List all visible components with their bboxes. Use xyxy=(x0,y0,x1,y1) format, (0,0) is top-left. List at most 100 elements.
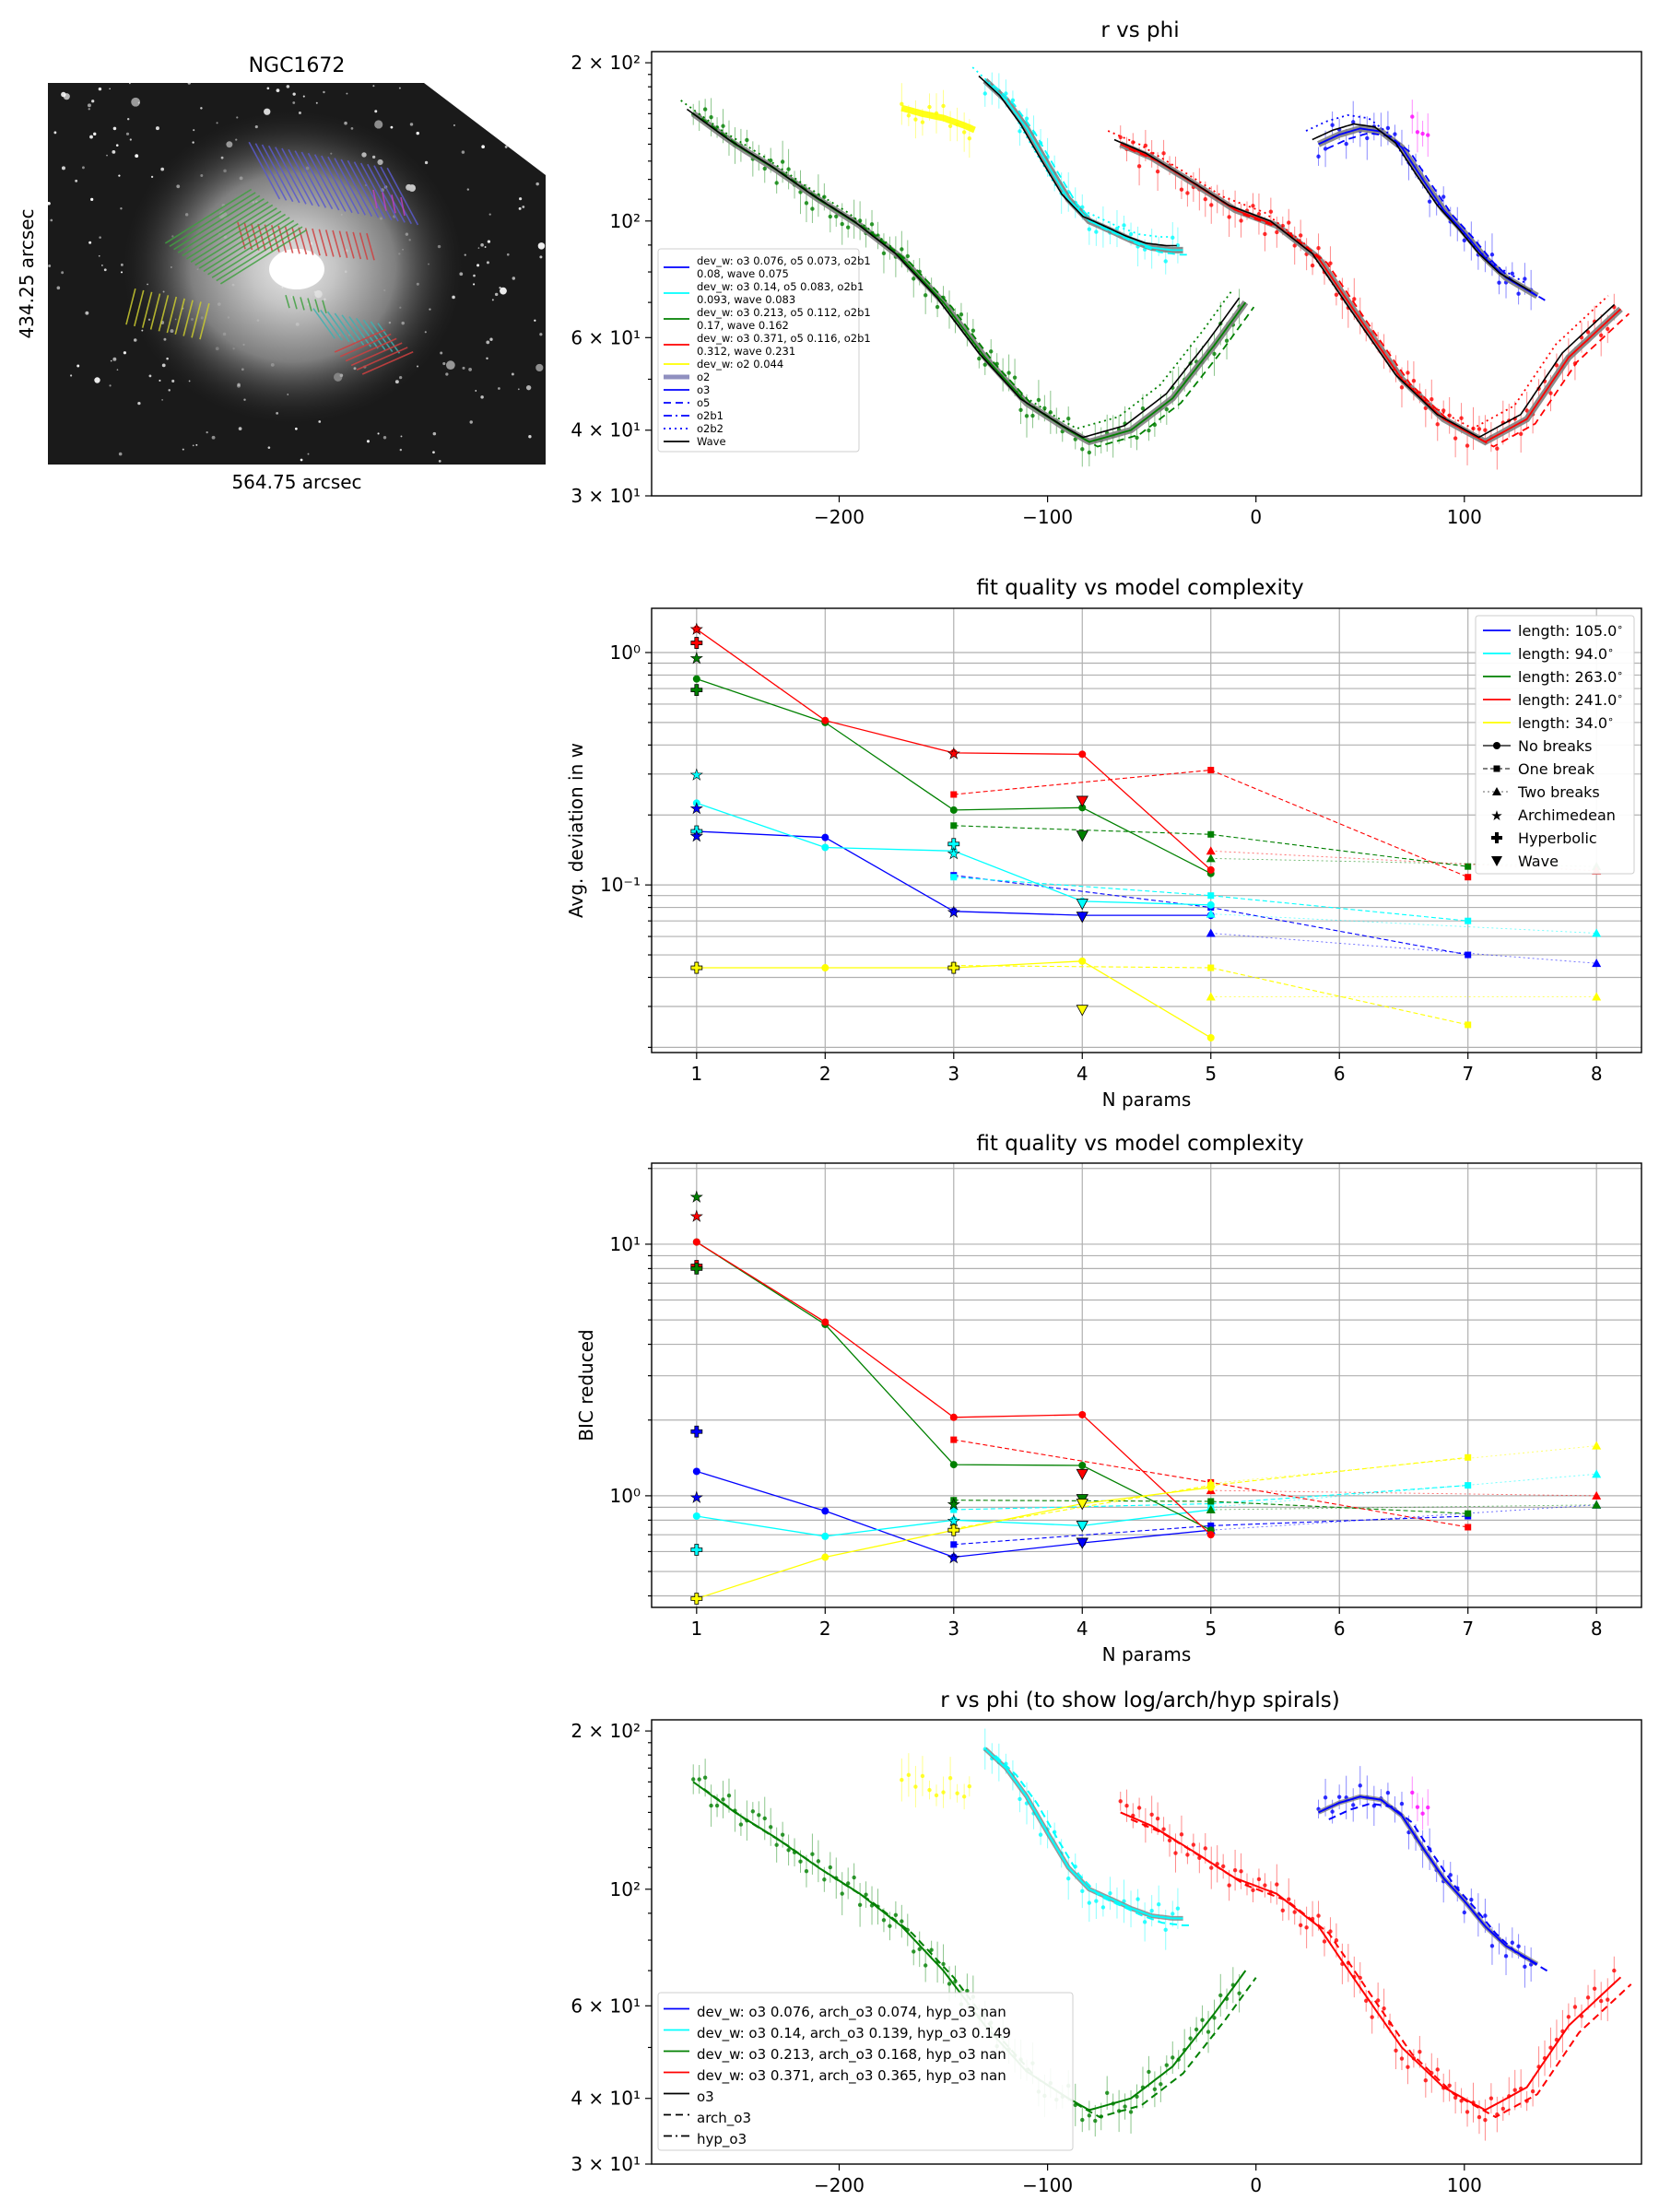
star-dot xyxy=(109,384,112,387)
data-point xyxy=(1239,1869,1243,1874)
marker-wave xyxy=(1076,1468,1088,1481)
y-tick-label: 3 × 10¹ xyxy=(571,2153,641,2175)
marker-hyperbolic xyxy=(690,825,703,838)
marker-archimedean: ★ xyxy=(947,745,960,762)
fit-curve xyxy=(1318,127,1538,297)
marker-archimedean: ★ xyxy=(690,828,703,845)
series-line xyxy=(1210,913,1597,934)
data-point xyxy=(982,362,987,367)
legend-label: Two breaks xyxy=(1517,783,1600,801)
x-tick-label: 100 xyxy=(1447,2174,1482,2196)
data-point xyxy=(1598,333,1604,337)
marker-wave xyxy=(1076,830,1088,842)
star-dot xyxy=(137,401,141,406)
data-point xyxy=(1179,1832,1184,1837)
fit-curve xyxy=(984,79,1183,252)
data-point xyxy=(1592,1986,1597,1991)
star-dot xyxy=(518,206,522,210)
fit-curve xyxy=(900,104,976,134)
star-dot xyxy=(534,83,537,87)
x-tick-label: 1 xyxy=(690,1063,702,1085)
plot-frame xyxy=(651,51,1642,497)
legend-label: 0.093, wave 0.083 xyxy=(697,293,795,306)
star-dot xyxy=(424,160,429,165)
data-point xyxy=(1344,141,1348,147)
data-point xyxy=(1155,169,1160,174)
star-dot xyxy=(382,436,387,440)
data-point xyxy=(1548,391,1553,395)
star-dot xyxy=(94,377,100,383)
data-point xyxy=(845,1881,851,1886)
arm-tick xyxy=(164,188,253,244)
marker-no-break xyxy=(949,1553,958,1561)
spiral-arm-markings xyxy=(125,141,419,375)
data-point xyxy=(1430,396,1434,402)
star-dot xyxy=(120,207,123,210)
star-dot xyxy=(510,93,514,98)
legend-label: dev_w: o3 0.14, o5 0.083, o2b1 xyxy=(697,280,864,293)
star-dot xyxy=(486,340,490,345)
data-point xyxy=(1152,2087,1158,2091)
data-point xyxy=(923,1963,928,1968)
y-tick-label: 10² xyxy=(610,1878,641,1900)
x-tick-label: 2 xyxy=(819,1063,831,1085)
arm-tick xyxy=(191,301,202,338)
arm-tick xyxy=(294,150,327,208)
data-point xyxy=(1510,1940,1515,1945)
marker-no-break xyxy=(949,907,958,915)
data-point xyxy=(1358,1783,1362,1788)
marker-one-break xyxy=(1465,1524,1472,1531)
data-point xyxy=(1256,1877,1262,1882)
data-point xyxy=(1080,1888,1085,1893)
marker-no-break xyxy=(1078,804,1087,812)
marker-two-breaks xyxy=(1206,1505,1216,1514)
data-point xyxy=(906,113,912,118)
star-dot xyxy=(480,243,484,247)
star-dot xyxy=(307,453,310,455)
arm-tick xyxy=(134,289,145,327)
star-dot xyxy=(276,88,280,93)
star-dot xyxy=(527,84,530,88)
data-point xyxy=(774,181,779,185)
data-point xyxy=(1316,246,1321,251)
data-point xyxy=(1453,2095,1458,2100)
star-dot xyxy=(486,357,488,360)
series-line xyxy=(953,1500,1468,1514)
data-point xyxy=(1426,133,1430,137)
data-point xyxy=(1489,1944,1495,1948)
star-dot xyxy=(323,90,325,94)
star-dot xyxy=(399,448,403,452)
legend-marker xyxy=(1491,832,1502,843)
chart-title: fit quality vs model complexity xyxy=(976,576,1303,600)
data-point xyxy=(923,293,928,298)
star-dot xyxy=(131,97,141,107)
star-dot xyxy=(206,431,208,434)
arm-tick xyxy=(313,154,347,212)
data-point xyxy=(769,1825,773,1830)
data-point xyxy=(1516,291,1521,296)
marker-one-break xyxy=(1465,917,1472,924)
data-point xyxy=(1232,1867,1238,1873)
marker-one-break xyxy=(1465,1453,1472,1461)
data-point xyxy=(1036,397,1041,403)
data-point xyxy=(1497,280,1501,285)
data-point xyxy=(691,1777,696,1782)
arm-tick xyxy=(173,194,261,251)
x-tick-label: 2 xyxy=(819,1618,831,1640)
data-point xyxy=(1352,297,1357,301)
star-dot xyxy=(366,440,371,443)
galaxy-image xyxy=(48,83,546,465)
chart-title: r vs phi (to show log/arch/hyp spirals) xyxy=(940,1688,1339,1712)
arm-tick xyxy=(334,312,358,345)
arm-tick xyxy=(391,194,396,214)
data-point xyxy=(1418,2050,1422,2054)
star-dot xyxy=(85,311,89,315)
arm-tick xyxy=(158,295,170,332)
star-dot xyxy=(112,149,116,154)
data-point xyxy=(1410,1790,1415,1795)
marker-two-breaks xyxy=(1592,1490,1602,1500)
data-point xyxy=(709,114,713,120)
arm-tick xyxy=(203,217,290,273)
arm-tick xyxy=(341,314,365,346)
